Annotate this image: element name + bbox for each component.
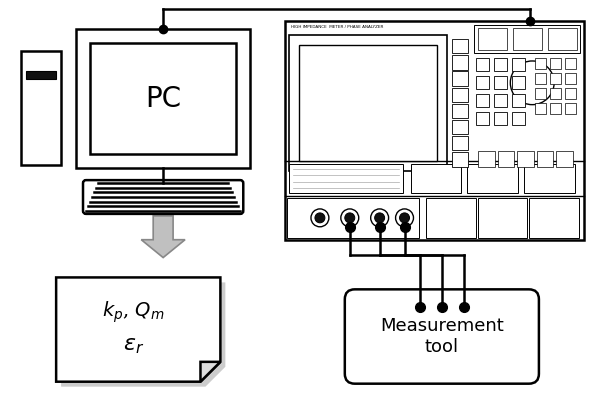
Bar (476, 58, 489, 71)
Bar (498, 151, 514, 167)
Bar (26, 71, 56, 79)
Bar (513, 28, 542, 50)
Bar (453, 88, 468, 102)
Bar (512, 112, 525, 124)
Polygon shape (141, 216, 185, 258)
Bar (453, 104, 468, 118)
Text: $\varepsilon_r$: $\varepsilon_r$ (123, 334, 144, 356)
Circle shape (315, 213, 325, 223)
Bar (453, 55, 468, 70)
Bar (76, 29, 250, 168)
Bar (453, 152, 468, 167)
Bar (535, 73, 546, 84)
Bar (476, 112, 489, 124)
Bar (299, 45, 437, 161)
Circle shape (396, 209, 413, 227)
Bar (512, 76, 525, 89)
Polygon shape (200, 362, 220, 382)
Bar (550, 58, 561, 69)
Circle shape (371, 209, 388, 227)
Bar (512, 58, 525, 71)
Bar (476, 76, 489, 89)
Bar (535, 88, 546, 99)
Bar (548, 28, 577, 50)
FancyBboxPatch shape (345, 290, 539, 384)
Bar (537, 151, 553, 167)
Bar (550, 103, 561, 114)
Bar (565, 58, 576, 69)
Bar (512, 94, 525, 107)
Bar (427, 198, 476, 238)
Bar (550, 88, 561, 99)
Bar (565, 88, 576, 99)
Bar (289, 35, 447, 171)
Circle shape (341, 209, 359, 227)
Bar (517, 151, 534, 167)
Bar (474, 25, 580, 53)
Bar (453, 39, 468, 53)
Polygon shape (56, 277, 220, 382)
Bar (478, 28, 507, 50)
Circle shape (511, 61, 554, 105)
Circle shape (399, 213, 410, 223)
Bar (90, 43, 237, 154)
Bar (524, 164, 575, 193)
Polygon shape (61, 282, 225, 387)
Bar (453, 136, 468, 150)
Bar (565, 103, 576, 114)
Bar (535, 58, 546, 69)
Bar (453, 120, 468, 134)
Text: $k_p$, $Q_m$: $k_p$, $Q_m$ (102, 299, 165, 325)
Bar (565, 73, 576, 84)
Bar (21, 51, 61, 165)
Bar (550, 73, 561, 84)
Bar (411, 164, 461, 193)
Bar (289, 164, 402, 193)
Text: Measurement
tool: Measurement tool (380, 317, 504, 356)
Bar (494, 94, 507, 107)
Bar (494, 58, 507, 71)
Bar (285, 21, 584, 240)
Text: HIGH IMPEDANCE  METER / PHASE ANALYZER: HIGH IMPEDANCE METER / PHASE ANALYZER (291, 25, 384, 29)
Text: PC: PC (145, 85, 182, 113)
Bar (478, 198, 528, 238)
Bar (287, 198, 419, 238)
Bar (529, 198, 579, 238)
Bar (476, 94, 489, 107)
Bar (535, 103, 546, 114)
Bar (478, 151, 495, 167)
Bar (453, 71, 468, 86)
Bar (467, 164, 518, 193)
Circle shape (311, 209, 329, 227)
Circle shape (345, 213, 355, 223)
Bar (494, 112, 507, 124)
Bar (556, 151, 573, 167)
Circle shape (374, 213, 385, 223)
Bar (494, 76, 507, 89)
